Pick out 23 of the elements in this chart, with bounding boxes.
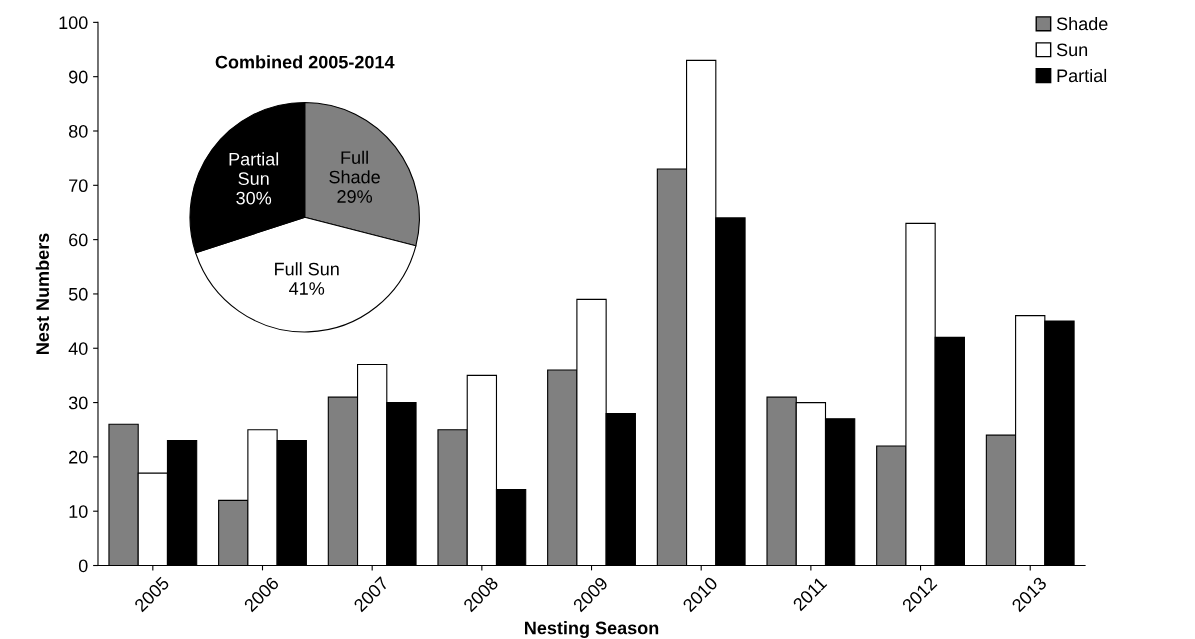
y-tick-label: 80 [68,124,88,138]
legend-label: Partial [1057,68,1107,83]
y-axis-title: Nest Numbers [35,233,50,354]
legend-label: Shade [1056,16,1108,31]
slice-label: Full Sun [275,262,339,276]
y-tick-label: 70 [69,179,88,193]
legend-label: Sun [1056,43,1088,57]
y-tick-label: 40 [68,342,88,355]
data-label: 41% [289,282,325,295]
y-tick-label: 0 [78,559,88,573]
y-tick-label: 10 [69,505,88,518]
y-tick-label: 50 [68,287,88,301]
y-tick-label: 90 [69,70,88,84]
data-label: 30% [236,191,272,205]
y-tick-label: 60 [69,233,88,247]
slice-label: Partial Sun [229,152,279,186]
y-tick-label: 20 [69,450,88,464]
chart-title: Combined 2005-2014 [215,55,395,69]
y-tick-label: 100 [59,16,88,30]
data-label: 29% [337,190,373,203]
y-tick-label: 30 [68,396,88,410]
x-axis-title: Nesting Season [525,621,659,638]
slice-label: Full Shade [329,150,380,184]
